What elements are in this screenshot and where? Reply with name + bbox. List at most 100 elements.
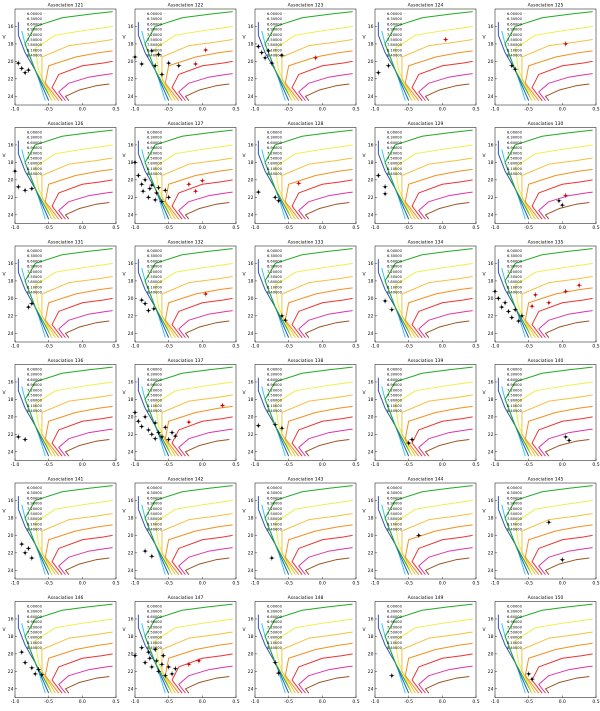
y-axis-label: V	[122, 390, 126, 396]
data-point	[266, 49, 271, 53]
y-tick-label: 20	[488, 651, 494, 657]
legend-label: 7.20000	[267, 270, 283, 274]
data-point	[16, 61, 20, 65]
legend-label: 7.20000	[267, 388, 283, 392]
y-tick-label: 18	[488, 160, 494, 166]
legend-label: 7.20000	[267, 625, 283, 629]
x-tick-label: -1.0	[371, 581, 380, 587]
panel: Association 149 -1.0 -0.5 0.0 0.5 16 18 20 22 24 V…	[362, 595, 479, 705]
isochrone	[137, 22, 170, 101]
legend-label: 6.90000	[27, 146, 43, 150]
y-tick-label: 22	[128, 669, 134, 675]
isochrone	[24, 11, 113, 101]
legend-label: 6.00000	[387, 486, 403, 490]
isochrone	[298, 665, 353, 694]
y-tick-label: 24	[488, 449, 494, 455]
data-point	[560, 558, 564, 562]
legend-label: 6.30000	[507, 491, 523, 495]
legend-label: 6.90000	[147, 383, 163, 387]
isochrone	[418, 665, 473, 694]
isochrone	[24, 129, 113, 220]
legend-label: 7.50000	[507, 275, 523, 279]
x-tick-label: 0.0	[319, 462, 326, 468]
panel-title: Association 135	[528, 240, 564, 246]
legend-label: 8.40000	[267, 528, 283, 532]
y-tick-label: 16	[368, 379, 374, 385]
isochrone	[44, 642, 113, 694]
isochrone	[17, 614, 50, 694]
isochrone	[298, 428, 353, 457]
legend-label: 6.60000	[147, 378, 163, 382]
x-tick-label: 0.5	[592, 699, 599, 705]
data-point	[26, 68, 31, 72]
y-tick-label: 18	[8, 41, 14, 47]
legend-label: 6.90000	[267, 620, 283, 624]
x-tick-label: -0.5	[404, 107, 413, 113]
data-point	[167, 61, 171, 65]
legend-label: 7.50000	[387, 631, 403, 635]
legend-label: 6.60000	[387, 496, 403, 500]
isochrone	[164, 524, 233, 575]
legend-label: 7.20000	[147, 33, 163, 37]
y-tick-label: 20	[248, 414, 254, 420]
legend-label: 6.30000	[267, 373, 283, 377]
data-point	[187, 420, 191, 424]
legend-label: 8.40000	[387, 172, 403, 176]
legend-label: 6.60000	[387, 141, 403, 145]
y-tick-label: 20	[488, 59, 494, 65]
legend-label: 6.90000	[147, 28, 163, 32]
x-tick-label: -1.0	[371, 462, 380, 468]
x-tick-label: -0.5	[164, 344, 173, 350]
x-tick-label: 0.0	[559, 699, 566, 705]
y-axis-label: V	[122, 509, 126, 515]
data-point	[143, 549, 147, 553]
legend-label: 8.10000	[27, 522, 43, 526]
y-axis-label: V	[2, 390, 6, 396]
data-point	[153, 647, 157, 652]
isochrone	[401, 631, 473, 694]
data-point	[260, 51, 264, 55]
data-point	[444, 37, 448, 42]
legend-label: 6.60000	[27, 496, 43, 500]
x-tick-label: 0.0	[439, 225, 446, 231]
x-tick-label: -1.0	[371, 107, 380, 113]
panel: Association 128 -1.0 -0.5 0.0 0.5 16 18 20 22 24 V…	[242, 121, 359, 231]
data-point	[133, 55, 137, 59]
data-point	[136, 173, 140, 178]
data-point	[153, 64, 157, 68]
plot-frame	[374, 364, 477, 461]
isochrone	[418, 191, 473, 220]
x-tick-label: 0.5	[352, 462, 359, 468]
legend-label: 6.90000	[387, 28, 403, 32]
panel: Association 133 -1.0 -0.5 0.0 0.5 16 18 20 22 24 V…	[242, 240, 359, 350]
legend-label: 6.60000	[507, 378, 523, 382]
data-point	[30, 186, 34, 191]
legend-label: 6.90000	[507, 146, 523, 150]
data-point	[153, 198, 157, 202]
legend-label: 8.40000	[147, 409, 163, 413]
legend-label: 6.60000	[267, 141, 283, 145]
isochrone	[305, 557, 350, 575]
y-tick-label: 16	[488, 261, 494, 267]
panel: Association 126 -1.0 -0.5 0.0 0.5 16 18 20 22 24 V…	[2, 121, 119, 231]
data-point	[564, 193, 568, 198]
panel: Association 132 -1.0 -0.5 0.0 0.5 16 18 20 22 24 V…	[122, 240, 239, 350]
legend-label: 7.80000	[27, 517, 43, 521]
legend-label: 6.30000	[147, 254, 163, 258]
isochrone	[425, 320, 470, 338]
isochrone	[538, 428, 593, 457]
x-tick-label: -1.0	[11, 107, 20, 113]
data-point	[410, 437, 414, 442]
x-tick-label: -0.5	[524, 581, 533, 587]
legend-label: 7.50000	[27, 512, 43, 516]
x-tick-label: 0.5	[232, 225, 239, 231]
legend-label: 6.60000	[147, 615, 163, 619]
data-point	[140, 646, 144, 650]
panel: Association 146 -1.0 -0.5 0.0 0.5 16 18 20 22 24 V…	[2, 595, 119, 705]
x-tick-label: -0.5	[524, 344, 533, 350]
isochrone	[394, 499, 473, 575]
legend-label: 6.30000	[507, 17, 523, 21]
data-point	[150, 183, 154, 187]
x-tick-label: -0.5	[284, 344, 293, 350]
x-tick-label: 0.5	[112, 107, 119, 113]
